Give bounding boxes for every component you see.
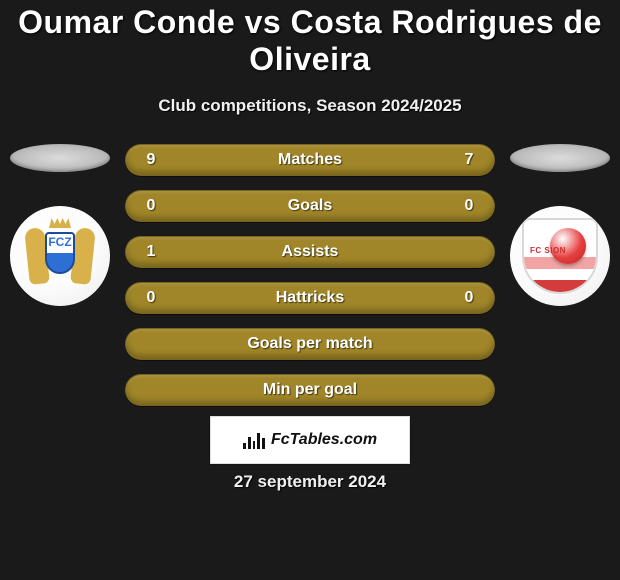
sion-shield-text: FC SION	[530, 246, 566, 255]
stat-label: Goals per match	[160, 335, 460, 353]
club-badge-right: FC SION	[510, 206, 610, 306]
stat-row-goals-per-match: Goals per match	[125, 328, 495, 360]
stat-right-value: 7	[460, 151, 478, 169]
stat-left-value: 0	[142, 289, 160, 307]
stat-left-value: 9	[142, 151, 160, 169]
bar-chart-icon	[243, 431, 265, 449]
stat-label: Min per goal	[160, 381, 460, 399]
watermark-text: FcTables.com	[271, 431, 377, 449]
stats-column: 9 Matches 7 0 Goals 0 1 Assists 0 Hattri…	[125, 144, 495, 406]
fc-sion-crest-icon: FC SION	[522, 218, 598, 294]
page-title: Oumar Conde vs Costa Rodrigues de Olivei…	[0, 4, 620, 78]
stat-row-goals: 0 Goals 0	[125, 190, 495, 222]
stat-label: Assists	[160, 243, 460, 261]
stat-left-value: 0	[142, 197, 160, 215]
player-placeholder-right	[510, 144, 610, 172]
stat-label: Matches	[160, 151, 460, 169]
date-label: 27 september 2024	[0, 472, 620, 492]
comparison-card: Oumar Conde vs Costa Rodrigues de Olivei…	[0, 0, 620, 580]
stat-right-value: 0	[460, 289, 478, 307]
stat-left-value: 1	[142, 243, 160, 261]
stat-right-value: 0	[460, 197, 478, 215]
subtitle: Club competitions, Season 2024/2025	[0, 96, 620, 116]
stat-row-hattricks: 0 Hattricks 0	[125, 282, 495, 314]
stat-label: Goals	[160, 197, 460, 215]
stat-label: Hattricks	[160, 289, 460, 307]
stat-row-min-per-goal: Min per goal	[125, 374, 495, 406]
left-side: FCZ	[5, 144, 115, 306]
player-placeholder-left	[10, 144, 110, 172]
club-badge-left: FCZ	[10, 206, 110, 306]
content-row: FCZ 9 Matches 7 0 Goals 0 1 Assists 0	[0, 144, 620, 406]
fc-zurich-crest-icon: FCZ	[31, 222, 89, 290]
stat-row-matches: 9 Matches 7	[125, 144, 495, 176]
watermark-badge: FcTables.com	[210, 416, 410, 464]
right-side: FC SION	[505, 144, 615, 306]
zurich-shield-initials: FCZ	[45, 232, 75, 274]
stat-row-assists: 1 Assists	[125, 236, 495, 268]
